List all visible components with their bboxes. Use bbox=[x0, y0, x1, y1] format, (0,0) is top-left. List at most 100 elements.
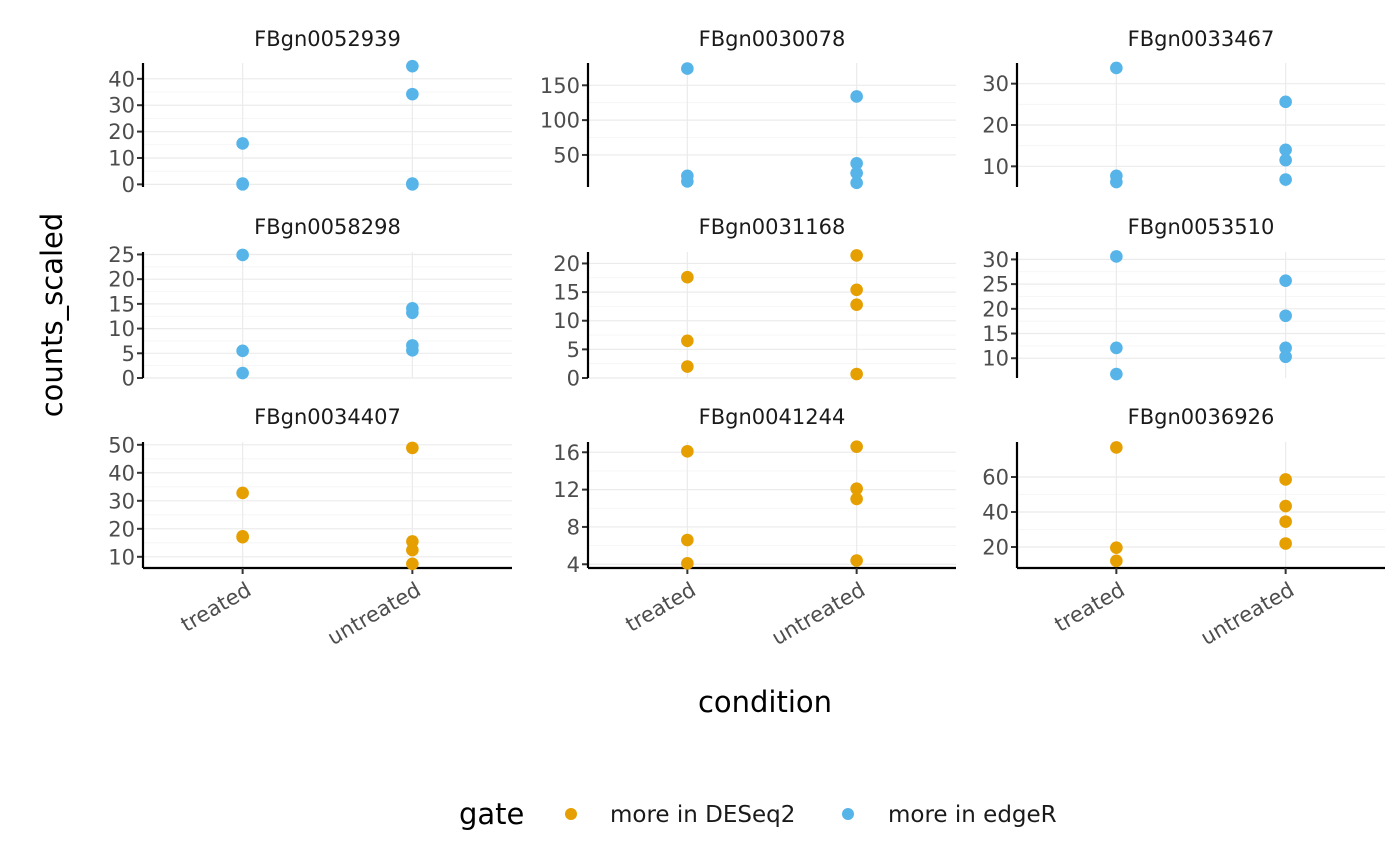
data-point bbox=[1279, 143, 1292, 157]
data-point bbox=[236, 486, 249, 500]
facet-panel-fbgn0033467: 10 20 30 FBgn0033467 bbox=[982, 27, 1385, 189]
facet-panel-fbgn0030078: 50 100 150 FBgn0030078 bbox=[540, 27, 956, 190]
x-tick-label-untreated: untreated bbox=[768, 578, 869, 650]
data-point bbox=[406, 306, 419, 320]
data-point bbox=[850, 367, 863, 381]
data-point bbox=[850, 176, 863, 190]
data-point bbox=[1110, 554, 1123, 568]
data-point bbox=[681, 334, 694, 348]
data-point bbox=[850, 482, 863, 495]
legend-label-edger: more in edgeR bbox=[888, 802, 1057, 828]
data-point bbox=[406, 178, 419, 191]
facet-title: FBgn0041244 bbox=[699, 405, 846, 429]
data-point bbox=[1110, 367, 1123, 381]
facet-panel-fbgn0041244: 4 8 12 16 treated untreated FBgn0041244 bbox=[553, 405, 956, 650]
data-point bbox=[406, 543, 419, 557]
data-point bbox=[1279, 173, 1292, 186]
y-tick-label: 25 bbox=[982, 273, 1009, 297]
facet-title: FBgn0031168 bbox=[699, 215, 846, 239]
facet-title: FBgn0030078 bbox=[699, 27, 846, 51]
facet-panel-fbgn0034407: 10 20 30 40 50 treated untreated FBgn0034407 bbox=[108, 405, 512, 650]
data-point bbox=[1110, 250, 1123, 263]
x-tick-label-treated: treated bbox=[1050, 578, 1128, 637]
data-point bbox=[681, 533, 694, 547]
facet-panel-fbgn0036926: 20 40 60 treated untreated FBgn0036926 bbox=[982, 405, 1385, 650]
y-tick-label: 0 bbox=[122, 367, 135, 391]
y-tick-label: 0 bbox=[122, 173, 135, 197]
legend-key-deseq2 bbox=[565, 808, 577, 820]
x-tick-label-treated: treated bbox=[621, 578, 699, 637]
facet-title: FBgn0052939 bbox=[254, 27, 401, 51]
y-tick-label: 60 bbox=[982, 466, 1009, 490]
y-tick-label: 4 bbox=[567, 553, 580, 577]
data-point bbox=[406, 344, 419, 357]
data-point bbox=[236, 137, 249, 150]
data-point bbox=[1279, 350, 1292, 364]
y-tick-label: 25 bbox=[108, 243, 135, 267]
y-tick-label: 20 bbox=[982, 297, 1009, 321]
x-tick-label-untreated: untreated bbox=[1197, 578, 1298, 650]
y-axis-title: counts_scaled bbox=[35, 213, 69, 418]
y-tick-label: 10 bbox=[982, 155, 1009, 179]
data-point bbox=[681, 175, 694, 188]
y-tick-label: 50 bbox=[108, 433, 135, 457]
legend-label-deseq2: more in DESeq2 bbox=[610, 802, 795, 828]
data-point bbox=[1110, 341, 1123, 355]
y-tick-label: 20 bbox=[553, 252, 580, 276]
data-point bbox=[236, 178, 249, 191]
data-point bbox=[406, 441, 419, 455]
y-tick-label: 15 bbox=[553, 281, 580, 305]
data-point bbox=[1279, 341, 1292, 355]
data-point bbox=[236, 366, 249, 380]
y-tick-label: 20 bbox=[108, 517, 135, 541]
data-point bbox=[1110, 61, 1123, 75]
y-tick-label: 20 bbox=[108, 268, 135, 292]
y-tick-label: 10 bbox=[108, 146, 135, 170]
data-point bbox=[850, 166, 863, 180]
y-tick-label: 20 bbox=[982, 114, 1009, 138]
facet-title: FBgn0036926 bbox=[1128, 405, 1275, 429]
data-point bbox=[850, 298, 863, 311]
y-tick-label: 40 bbox=[108, 67, 135, 91]
data-point bbox=[1110, 175, 1123, 189]
x-axis-title: condition bbox=[698, 685, 832, 719]
data-point bbox=[1279, 153, 1292, 167]
y-tick-label: 30 bbox=[108, 489, 135, 513]
data-point bbox=[850, 554, 863, 567]
data-point bbox=[1279, 499, 1292, 513]
y-tick-label: 10 bbox=[108, 545, 135, 569]
data-point bbox=[681, 62, 694, 75]
data-point bbox=[681, 445, 694, 458]
data-point bbox=[850, 492, 863, 506]
y-tick-label: 100 bbox=[540, 109, 580, 133]
x-tick-label-untreated: untreated bbox=[323, 578, 424, 650]
facet-title: FBgn0034407 bbox=[254, 405, 401, 429]
data-point bbox=[681, 270, 694, 284]
legend: gate more in DESeq2 more in edgeR bbox=[459, 797, 1057, 831]
data-point bbox=[850, 283, 863, 297]
y-tick-label: 30 bbox=[108, 94, 135, 118]
data-point bbox=[406, 87, 419, 101]
y-tick-label: 20 bbox=[108, 120, 135, 144]
y-tick-label: 12 bbox=[553, 478, 580, 502]
data-point bbox=[850, 440, 863, 453]
y-tick-label: 16 bbox=[553, 441, 580, 465]
data-point bbox=[681, 360, 694, 373]
y-tick-label: 15 bbox=[108, 292, 135, 316]
data-point bbox=[1279, 309, 1292, 323]
y-tick-label: 15 bbox=[982, 322, 1009, 346]
x-tick-label-treated: treated bbox=[177, 578, 255, 637]
data-point bbox=[406, 59, 419, 73]
data-point bbox=[850, 249, 863, 262]
y-tick-label: 5 bbox=[122, 342, 135, 366]
data-point bbox=[406, 557, 419, 571]
data-point bbox=[850, 90, 863, 103]
facet-title: FBgn0033467 bbox=[1128, 27, 1275, 51]
facet-title: FBgn0058298 bbox=[254, 215, 401, 239]
data-point bbox=[1110, 541, 1123, 554]
y-tick-label: 30 bbox=[982, 72, 1009, 96]
